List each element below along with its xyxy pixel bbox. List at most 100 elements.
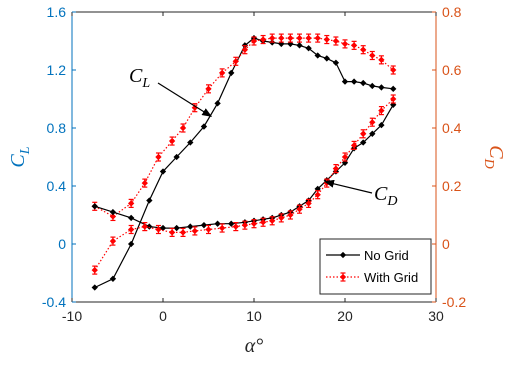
y-right-tick-label-0: -0.2: [442, 294, 466, 310]
point-with-grid-cd-24: [360, 130, 367, 137]
point-with-grid-cd-23: [350, 142, 358, 149]
y-right-tick-label-1: 0: [442, 236, 450, 252]
point-no-grid-cd-24: [369, 130, 376, 137]
point-with-grid-cl-20: [323, 36, 330, 43]
series-no-grid-cl: [91, 34, 397, 291]
annotation-arrow-cd: [324, 179, 373, 194]
point-with-grid-cd-3: [141, 223, 148, 230]
axes-layer: -10 0 10 20 30 -0.4 0 0.4 0.8 1.2 1.6 -0.2 0 0.2 0.4 0.…: [7, 4, 507, 357]
point-with-grid-cl-13: [259, 36, 267, 43]
point-no-grid-cd-7: [200, 221, 208, 229]
point-with-grid-cd-2: [127, 226, 135, 233]
point-with-grid-cd-9: [218, 224, 226, 232]
point-with-grid-cd-11: [241, 221, 249, 229]
point-with-grid-cd-17: [296, 206, 303, 213]
y-right-tick-label-4: 0.6: [442, 62, 462, 78]
annotation-layer: CL CD: [129, 65, 397, 209]
point-with-grid-cd-14: [269, 217, 276, 224]
point-with-grid-cl-25: [369, 52, 376, 59]
point-with-grid-cl-15: [278, 34, 285, 42]
point-no-grid-cl-21: [341, 78, 349, 85]
point-with-grid-cl-1: [109, 213, 117, 220]
point-with-grid-cd-1: [109, 237, 117, 245]
point-no-grid-cl-17: [305, 45, 312, 52]
series-line-with-grid-cd: [94, 98, 394, 271]
point-with-grid-cd-27: [390, 95, 397, 103]
y-right-tick-label-3: 0.4: [442, 120, 462, 136]
point-no-grid-cl-14: [278, 40, 285, 48]
point-no-grid-cl-0: [91, 284, 98, 291]
point-with-grid-cd-4: [155, 226, 162, 233]
x-tick-label-2: 10: [246, 308, 262, 324]
series-with-grid-cd: [91, 94, 397, 275]
point-with-grid-cl-17: [296, 34, 303, 42]
legend-box: [319, 238, 432, 295]
point-no-grid-cd-9: [228, 220, 235, 227]
point-with-grid-cl-27: [390, 66, 397, 74]
point-no-grid-cl-25: [378, 84, 385, 91]
point-no-grid-cd-1: [109, 208, 117, 216]
point-with-grid-cd-21: [332, 165, 340, 172]
point-with-grid-cd-6: [179, 229, 187, 236]
point-no-grid-cl-8: [214, 100, 221, 107]
point-no-grid-cd-6: [187, 223, 194, 230]
point-with-grid-cd-15: [278, 214, 285, 222]
x-tick-label-3: 20: [337, 308, 353, 324]
point-no-grid-cd-2: [127, 214, 135, 222]
point-with-grid-cl-26: [378, 56, 385, 64]
point-with-grid-cd-10: [232, 223, 239, 230]
point-no-grid-cl-15: [287, 40, 294, 48]
y-right-axis-label: CD: [481, 145, 507, 168]
legend-label-1: With Grid: [364, 270, 418, 285]
x-axis-label: α°: [245, 335, 264, 357]
point-no-grid-cl-23: [360, 79, 367, 87]
point-no-grid-cl-22: [350, 78, 358, 85]
point-with-grid-cd-18: [305, 200, 312, 207]
point-with-grid-cd-19: [314, 191, 321, 198]
point-with-grid-cl-21: [332, 37, 340, 45]
point-with-grid-cl-12: [250, 37, 258, 45]
point-no-grid-cl-7: [200, 123, 208, 130]
point-no-grid-cl-5: [173, 153, 180, 161]
point-with-grid-cl-6: [179, 124, 187, 132]
point-with-grid-cl-9: [218, 69, 226, 77]
annotation-cd: CD: [374, 183, 397, 209]
x-tick-label-4: 30: [428, 308, 444, 324]
series-layer: [91, 33, 397, 291]
point-with-grid-cd-5: [168, 229, 176, 236]
point-no-grid-cl-16: [296, 42, 303, 49]
y-left-axis-label: CL: [7, 146, 33, 167]
point-with-grid-cl-5: [168, 137, 176, 145]
point-no-grid-cl-26: [390, 85, 397, 93]
point-with-grid-cd-22: [341, 153, 349, 161]
annotation-cl: CL: [129, 65, 150, 91]
point-with-grid-cl-3: [141, 179, 148, 187]
point-with-grid-cd-12: [250, 220, 258, 227]
point-no-grid-cl-9: [228, 69, 235, 77]
point-with-grid-cd-26: [378, 107, 385, 114]
series-with-grid-cl: [91, 33, 397, 222]
point-with-grid-cl-10: [232, 58, 239, 65]
point-no-grid-cd-25: [378, 121, 385, 129]
legend-item-0: No Grid: [326, 248, 409, 263]
point-with-grid-cl-8: [205, 85, 212, 93]
point-with-grid-cl-22: [341, 40, 349, 48]
point-no-grid-cd-23: [360, 139, 367, 146]
y-left-tick-label-5: 1.6: [47, 4, 67, 20]
y-left-tick-label-4: 1.2: [47, 62, 67, 78]
point-no-grid-cl-4: [159, 168, 167, 175]
y-right-tick-label-5: 0.8: [442, 4, 462, 20]
point-no-grid-cl-19: [323, 55, 330, 62]
point-no-grid-cd-0: [91, 203, 98, 210]
point-no-grid-cl-6: [187, 139, 194, 146]
legend: No Grid With Grid: [319, 238, 432, 295]
point-no-grid-cl-20: [332, 59, 340, 66]
point-with-grid-cl-4: [155, 153, 162, 161]
point-with-grid-cd-8: [205, 226, 212, 233]
point-with-grid-cl-11: [241, 46, 249, 53]
y-left-tick-label-1: 0: [58, 236, 66, 252]
point-no-grid-cd-8: [214, 220, 221, 227]
point-with-grid-cd-16: [287, 211, 294, 219]
point-with-grid-cl-19: [314, 34, 321, 42]
point-with-grid-cd-13: [259, 219, 267, 226]
